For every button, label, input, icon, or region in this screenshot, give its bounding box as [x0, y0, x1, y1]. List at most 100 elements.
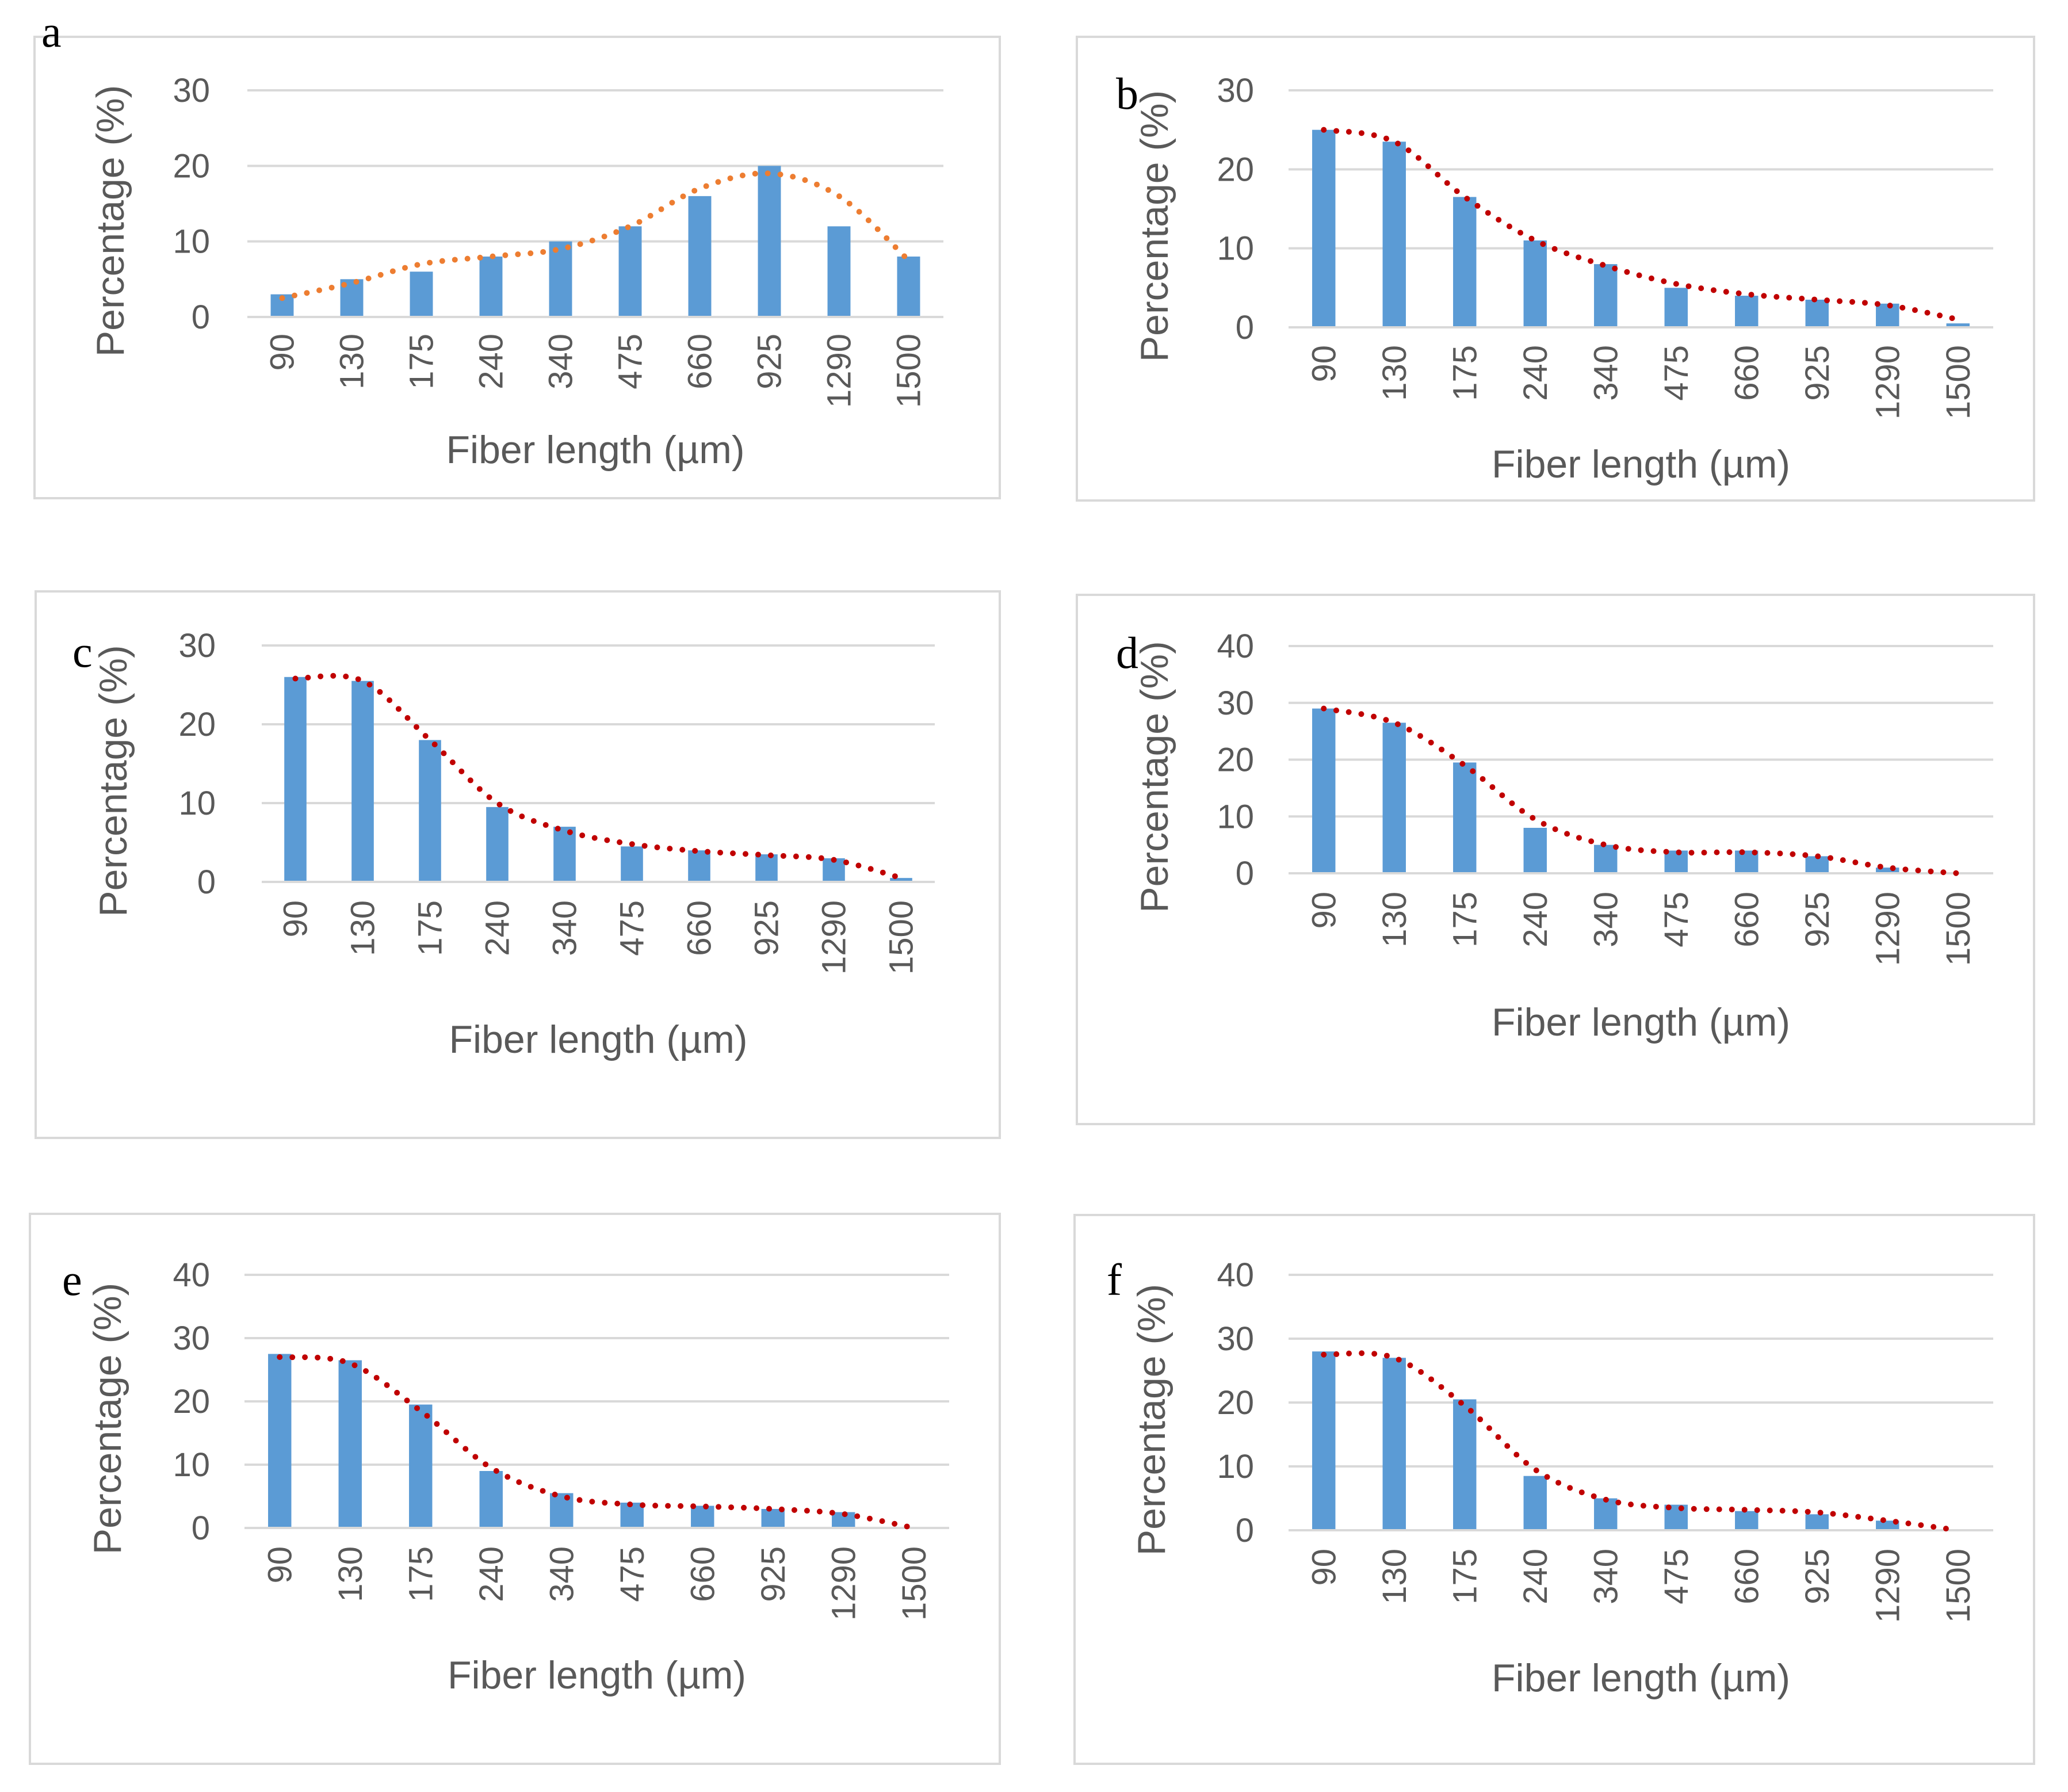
x-tick-label: 1290: [816, 900, 853, 975]
bar: [549, 241, 572, 317]
y-tick-label: 10: [1217, 230, 1254, 268]
x-tick-label: 240: [1517, 1549, 1554, 1604]
x-tick-label: 475: [612, 334, 649, 389]
bar: [268, 1354, 292, 1528]
bar: [755, 854, 778, 882]
x-tick-label: 175: [412, 900, 449, 956]
x-tick-label: 660: [682, 334, 719, 389]
x-tick-label: 175: [403, 334, 441, 389]
y-tick-label: 10: [1217, 798, 1254, 835]
bar: [1805, 1514, 1829, 1530]
bar: [1664, 288, 1688, 327]
trendline: [1321, 1350, 1961, 1533]
x-tick-label: 1500: [890, 334, 928, 408]
trendline: [1321, 705, 1961, 876]
y-tick-label: 20: [1217, 1384, 1254, 1422]
bar: [1805, 856, 1829, 873]
bar: [1523, 828, 1547, 873]
x-tick-label: 660: [1728, 1549, 1765, 1604]
x-tick-label: 475: [614, 900, 651, 956]
x-tick-label: 240: [1517, 345, 1554, 401]
x-tick-label: 90: [261, 1546, 299, 1584]
bar: [1594, 264, 1618, 327]
bar: [351, 681, 374, 882]
y-tick-label: 30: [1217, 685, 1254, 722]
bar: [1382, 723, 1406, 873]
chart-frame: [1073, 1214, 2035, 1765]
bar: [688, 196, 712, 317]
x-tick-label: 660: [1728, 345, 1765, 401]
x-tick-label: 660: [684, 1546, 721, 1602]
x-tick-label: 1290: [821, 334, 858, 408]
y-tick-label: 0: [197, 863, 216, 901]
trendline: [277, 1354, 917, 1531]
panel-letter: e: [62, 1255, 82, 1305]
chart-svg-e: 0 10 20 30 40 90 130 175 240 340 475 660 925 1290 1500…: [86, 1256, 949, 1697]
x-tick-label: 660: [681, 900, 718, 956]
x-tick-label: 340: [543, 1546, 580, 1602]
x-tick-label: 130: [334, 334, 371, 389]
x-tick-label: 1500: [896, 1546, 933, 1621]
panel-letter: c: [72, 626, 93, 677]
chart-svg-b: 0 10 20 30 90 130 175 240 340 475 660 925 1290 1500 Fi…: [1133, 72, 1993, 486]
y-tick-label: 0: [192, 299, 210, 336]
y-tick-label: 20: [173, 1383, 210, 1420]
panel-letter: b: [1116, 68, 1138, 119]
x-tick-label: 925: [748, 900, 786, 956]
trendline: [1321, 127, 1961, 323]
x-tick-label: 130: [1376, 1549, 1413, 1604]
bar: [1523, 1476, 1547, 1530]
bar: [1453, 1399, 1477, 1530]
panel-letter: a: [41, 6, 62, 56]
bar: [688, 850, 710, 882]
chart-panel-a: 0 10 20 30 90 130 175 240 340 475 660 925 1290 1500 Fi…: [0, 0, 1035, 518]
bar: [761, 1509, 785, 1528]
bar: [827, 226, 851, 317]
x-tick-label: 130: [345, 900, 382, 956]
bar: [1594, 845, 1618, 873]
chart-frame: [1076, 36, 2035, 502]
x-tick-label: 1500: [1940, 892, 1977, 966]
y-tick-label: 20: [1217, 742, 1254, 779]
bar: [409, 1404, 433, 1528]
x-tick-label: 475: [1658, 1549, 1695, 1604]
x-tick-label: 240: [479, 900, 517, 956]
x-tick-label: 925: [1799, 892, 1836, 947]
y-axis-title: Percentage (%): [1133, 90, 1176, 362]
x-tick-label: 90: [277, 900, 315, 938]
x-tick-label: 340: [542, 334, 580, 389]
y-tick-label: 10: [178, 785, 216, 822]
y-tick-label: 30: [173, 72, 210, 109]
x-tick-label: 90: [1305, 345, 1343, 383]
x-tick-label: 175: [1446, 892, 1484, 947]
x-axis-title: Fiber length (µm): [449, 1018, 747, 1061]
x-axis-title: Fiber length (µm): [1492, 1000, 1790, 1044]
x-tick-label: 90: [1305, 892, 1343, 929]
x-tick-label: 175: [1446, 345, 1484, 401]
x-tick-label: 130: [332, 1546, 369, 1602]
chart-panel-f: 0 10 20 30 40 90 130 175 240 340 475 660 925 1290 1500…: [1035, 1208, 2068, 1792]
x-tick-label: 240: [473, 1546, 510, 1602]
bar: [1805, 299, 1829, 327]
chart-frame: [35, 590, 1001, 1139]
bar: [1523, 240, 1547, 327]
y-tick-label: 20: [1217, 151, 1254, 188]
bar: [479, 1471, 503, 1528]
x-tick-label: 340: [1587, 892, 1624, 947]
x-tick-label: 130: [1376, 345, 1413, 401]
y-tick-label: 0: [1236, 855, 1254, 892]
x-tick-label: 175: [402, 1546, 439, 1602]
x-tick-label: 90: [1305, 1549, 1343, 1586]
panel-letter: f: [1107, 1255, 1122, 1305]
x-tick-label: 475: [1658, 345, 1695, 401]
bar: [1664, 850, 1688, 873]
bar: [1382, 142, 1406, 327]
chart-panel-e: 0 10 20 30 40 90 130 175 240 340 475 660 925 1290 1500…: [0, 1208, 1035, 1792]
bar: [1382, 1358, 1406, 1530]
x-tick-label: 925: [755, 1546, 792, 1602]
x-tick-label: 175: [1446, 1549, 1484, 1604]
chart-svg-c: 0 10 20 30 90 130 175 240 340 475 660 925 1290 1500 Fi…: [91, 627, 935, 1061]
panel-letter: d: [1116, 628, 1138, 678]
y-tick-label: 30: [178, 627, 216, 664]
x-tick-label: 925: [1799, 1549, 1836, 1604]
